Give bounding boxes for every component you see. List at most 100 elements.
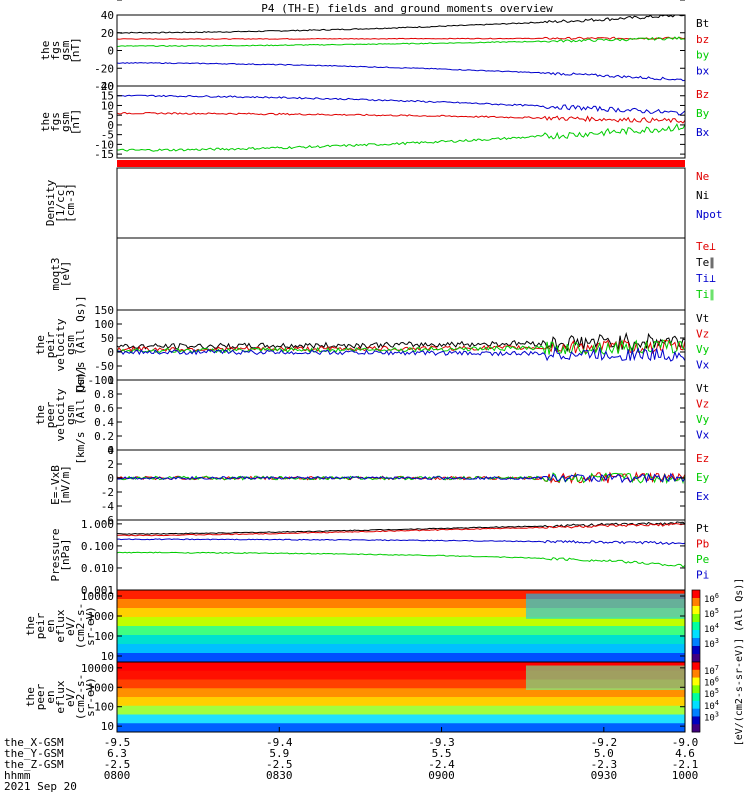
y-axis-label: thefgsgsm[nT] [39,109,82,136]
y-tick-label: 10-2 [91,0,114,3]
y-tick-label: 10-12 [86,0,114,3]
y-tick-label: 100 [94,318,114,331]
x-row-value: 6.3 [107,747,127,760]
series-line-Vy [116,339,686,355]
legend-By: By [696,107,710,120]
panels: 40200-20-40thefgsgsm[nT]Btbzbybx20151050… [24,0,745,746]
heatmap-band [117,705,685,715]
x-row-value: -2.1 [672,758,699,771]
colorbar-swatch [692,693,700,702]
legend-Pe: Pe [696,553,709,566]
y-tick-label: 10 [101,720,114,733]
y-tick-label: 0 [107,472,114,485]
colorbar-swatch [692,716,700,725]
heatmap-band [117,617,685,627]
y-tick-label: 20 [101,27,114,40]
x-row-value: -9.5 [104,736,131,749]
x-row-label: hhmm [4,769,31,782]
y-tick-label: 15 [101,90,114,103]
legend-Te∥: Te∥ [696,256,715,269]
x-row-label: the_Y-GSM [4,747,64,760]
y-tick-label: 1000 [88,681,115,694]
y-tick-label: -2 [101,486,114,499]
legend-Ey: Ey [696,471,710,484]
x-row-label: the_X-GSM [4,736,64,749]
colorbar-tick-label: 105 [704,687,719,700]
heatmap-band [117,688,685,698]
x-row-value: 0830 [266,769,293,782]
y-tick-label: 10 [101,650,114,663]
panel-frame [116,661,686,733]
y-tick-label: 100 [96,0,114,3]
y-tick-label: -5 [101,129,114,142]
colorbar-swatch [692,669,700,679]
figure-title: P4 (TH-E) fields and ground moments over… [261,2,553,15]
y-tick-label: 1 [107,374,114,387]
y-tick-label: 40 [101,9,114,22]
y-tick-label: 20 [101,80,114,93]
y-tick-label: -50 [94,360,114,373]
colorbar-tick-label: 104 [704,699,719,712]
legend-Vy: Vy [696,413,710,426]
x-row-value: 5.9 [269,747,289,760]
legend-Pt: Pt [696,522,709,535]
x-row-value: -9.4 [266,736,293,749]
legend-Te⊥: Te⊥ [696,240,716,253]
y-tick-label: 102 [96,0,114,3]
y-axis-label: thepeirenefluxeV/(cm2-s-sr-eV) [24,603,97,649]
x-row-value: -2.4 [428,758,455,771]
legend-Vt: Vt [696,382,709,395]
colorbar-swatch [692,638,700,647]
y-tick-label: -6 [101,514,114,527]
heatmap-band [117,635,685,645]
panel-fgs-gsm-1: 40 20 0 -20 -40 thefgsgsm[nT] Bt bz by bx [39,9,710,93]
y-axis-label: Pressure[nPa] [49,529,72,582]
y-tick-label: 104 [96,0,114,3]
y-axis-label: thepeirvelocitygsm[km/s (All Qs)] [34,295,87,394]
colorbar-tick-label: 107 [704,664,719,677]
y-axis-label: thepeervelocitygsm[km/s (All Qs)] [34,365,87,464]
heatmap-feature [525,593,685,619]
y-tick-label: 0.8 [94,388,114,401]
y-tick-label: 10-14 [86,0,114,3]
y-tick-label: 50 [101,332,114,345]
y-tick-label: 4 [107,444,114,457]
series-line-bx [116,61,686,82]
y-tick-label: 100 [94,701,114,714]
x-row-value: 0900 [428,769,455,782]
colorbar-units-label: [eV/(cm2-s-sr-eV)] (All Qs)] [734,578,745,747]
colorbar-swatch [692,654,700,663]
heatmap-band [117,714,685,724]
panel-density: 10210010-210-410-610-810-1010-1210-14Den… [44,0,723,239]
panel-peir-velocity: 150100500-50-100thepeirvelocitygsm[km/s … [34,295,710,394]
y-tick-label: 0 [107,119,114,132]
legend-Pi: Pi [696,569,709,582]
heatmap-band [117,679,685,689]
colorbar-swatch [692,614,700,623]
y-tick-label: 0.6 [94,402,114,415]
y-tick-label: -10 [94,138,114,151]
colorbar-tick-label: 105 [704,607,719,620]
y-tick-label: 10-10 [86,0,114,3]
y-tick-label: 10-4 [91,0,114,3]
x-row-value: -9.2 [591,736,618,749]
x-row-value: -2.5 [266,758,293,771]
heatmap-band [117,590,685,600]
colorbar-swatch [692,677,700,686]
heatmap-band [117,653,685,663]
heatmap-band [117,608,685,618]
y-axis-label: thefgsgsm[nT] [39,37,82,64]
colorbar-tick-label: 103 [704,637,719,650]
legend-Ne: Ne [696,170,709,183]
legend-Vt: Vt [696,312,709,325]
heatmap-band [117,599,685,609]
x-row-value: 0930 [591,769,618,782]
series-line-Vt [116,331,686,353]
legend-Vy: Vy [696,343,710,356]
y-axis-label: moqt3[eV] [49,257,72,290]
y-tick-label: 1000 [88,610,115,623]
legend-Npot: Npot [696,208,723,221]
